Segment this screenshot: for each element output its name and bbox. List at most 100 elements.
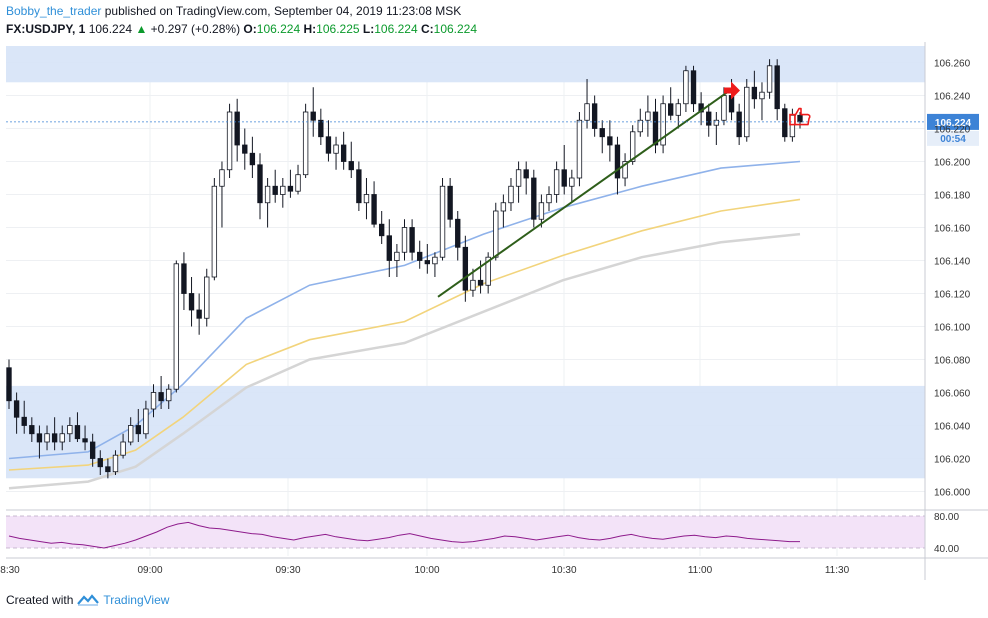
candle — [789, 108, 796, 142]
candle-body — [493, 210, 499, 258]
candle-body — [150, 392, 157, 410]
candle-body — [333, 144, 339, 154]
arrow-right-icon — [724, 81, 740, 100]
candle — [477, 260, 484, 294]
price-tick-label: 106.220 — [934, 125, 971, 136]
candle — [736, 103, 742, 145]
candle-body — [561, 169, 567, 187]
candle — [546, 186, 552, 211]
candle — [371, 181, 377, 228]
moving-averages — [8, 160, 801, 490]
candle — [211, 178, 218, 281]
candle — [493, 202, 499, 261]
candle-body — [158, 392, 164, 402]
ohlc-header: FX:USDJPY, 1 106.224 ▲ +0.297 (+0.28%) O… — [6, 22, 477, 36]
last-price-tag — [927, 113, 979, 130]
candle-body — [226, 111, 233, 171]
candle-body — [257, 164, 263, 204]
candle — [668, 87, 674, 121]
annotations: 106.224 00:54 — [6, 81, 979, 146]
candle — [280, 178, 286, 208]
candle-body — [447, 185, 453, 220]
candle-body — [477, 279, 484, 286]
candle — [340, 131, 347, 170]
time-tick-label: 09:00 — [137, 565, 162, 576]
candle-body — [629, 131, 636, 162]
author-name[interactable]: Bobby_the_trader — [6, 4, 102, 18]
last-price: 106.224 — [88, 22, 133, 36]
candle — [74, 412, 81, 442]
candle — [181, 252, 187, 310]
candle-body — [394, 251, 400, 261]
candle — [6, 359, 12, 409]
time-tick-label: 8:30 — [0, 565, 20, 576]
candle-body — [455, 218, 461, 248]
price-tick-label: 106.200 — [934, 158, 971, 169]
candle-body — [675, 103, 681, 116]
candle — [348, 141, 354, 178]
candle — [751, 70, 758, 109]
candle — [234, 98, 240, 162]
candle-body — [143, 408, 149, 435]
candle — [242, 128, 248, 170]
candle — [295, 164, 301, 195]
candle — [310, 87, 316, 137]
candle-body — [348, 161, 354, 171]
candle — [569, 169, 575, 203]
time-tick-label: 10:30 — [551, 565, 576, 576]
candle — [97, 450, 103, 475]
candle — [561, 145, 567, 195]
candle — [553, 161, 560, 203]
candle-body — [576, 119, 583, 179]
support-resistance-zones — [6, 46, 925, 479]
candle — [424, 244, 430, 274]
candle-body — [340, 144, 347, 162]
high-label: H: — [303, 22, 317, 36]
candle — [576, 112, 583, 187]
candle — [607, 120, 613, 162]
candle-body — [318, 119, 324, 138]
candle — [439, 178, 446, 261]
candle-body — [789, 114, 796, 138]
candle-body — [97, 458, 103, 468]
candle-body — [538, 202, 545, 220]
candle — [67, 417, 73, 442]
candle — [302, 103, 309, 178]
candle — [508, 178, 514, 211]
candle — [135, 409, 141, 442]
price-tick-label: 106.260 — [934, 59, 971, 70]
candle — [660, 95, 666, 154]
candle-body — [751, 86, 758, 100]
tradingview-brand-link[interactable]: TradingView — [103, 593, 170, 607]
close-value: 106.224 — [433, 22, 478, 36]
candle-body — [44, 433, 50, 443]
candle — [219, 161, 225, 228]
price-tick-label: 106.000 — [934, 488, 971, 499]
candle-body — [409, 227, 415, 253]
candle-body — [234, 111, 240, 146]
candle — [782, 103, 788, 142]
candle-body — [188, 293, 195, 311]
candle-body — [280, 185, 286, 195]
candle-body — [470, 279, 476, 291]
candle — [226, 103, 233, 178]
low-value: 106.224 — [374, 22, 418, 36]
candle-body — [36, 433, 43, 443]
candle-body — [500, 202, 507, 212]
candle — [515, 161, 522, 203]
candle — [120, 433, 126, 459]
price-tick-label: 106.140 — [934, 257, 971, 268]
candle — [333, 136, 339, 170]
trendline-layer — [437, 88, 733, 298]
candle — [744, 79, 750, 142]
candle — [112, 450, 119, 475]
candle — [683, 65, 689, 112]
candle-body — [485, 256, 491, 286]
candle — [89, 433, 96, 467]
last-price-label: 106.224 — [935, 118, 972, 129]
trendline — [437, 88, 733, 298]
candle-body — [660, 103, 666, 146]
rsi-tick-label: 40.00 — [934, 544, 959, 555]
price-tick-label: 106.120 — [934, 290, 971, 301]
